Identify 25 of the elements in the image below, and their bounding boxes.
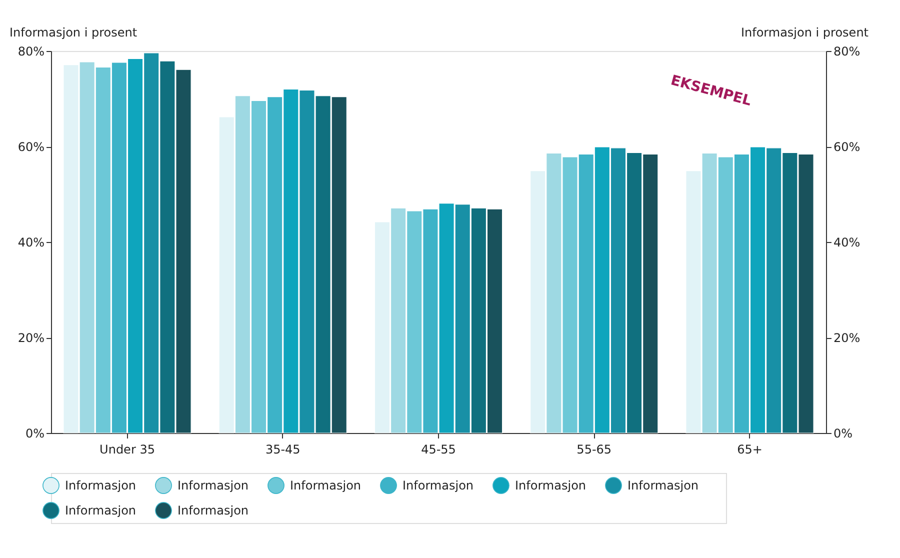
y2-axis-title: Informasjon i prosent [740, 26, 869, 40]
y-axis-title: Informasjon i prosent [10, 26, 138, 40]
x-tick-label: 65+ [737, 442, 762, 456]
y-tick-label: 40% [18, 236, 44, 250]
legend-label: Informasjon [402, 478, 474, 492]
y-tick-label: 80% [18, 44, 44, 58]
legend-label: Informasjon [290, 478, 362, 492]
y-tick-label: 60% [18, 140, 44, 154]
legend-label: Informasjon [178, 478, 249, 492]
legend-label: Informasjon [628, 478, 699, 492]
x-tick-label: 45-55 [421, 442, 456, 456]
y2-tick-label: 0% [834, 426, 853, 440]
y2-tick-label: 80% [834, 44, 860, 58]
legend-label: Informasjon [65, 504, 136, 518]
legend-label: Informasjon [65, 478, 136, 492]
x-tick-label: Under 35 [100, 442, 155, 456]
y2-tick-label: 60% [834, 140, 860, 154]
y-tick-label: 20% [18, 331, 44, 345]
y2-tick-label: 40% [834, 236, 860, 250]
x-tick-label: 35-45 [265, 442, 300, 456]
x-tick-label: 55-65 [576, 442, 612, 456]
y-tick-label: 0% [25, 426, 44, 440]
legend-label: Informasjon [178, 504, 249, 518]
y2-tick-label: 20% [834, 331, 860, 345]
legend-label: Informasjon [515, 478, 586, 492]
